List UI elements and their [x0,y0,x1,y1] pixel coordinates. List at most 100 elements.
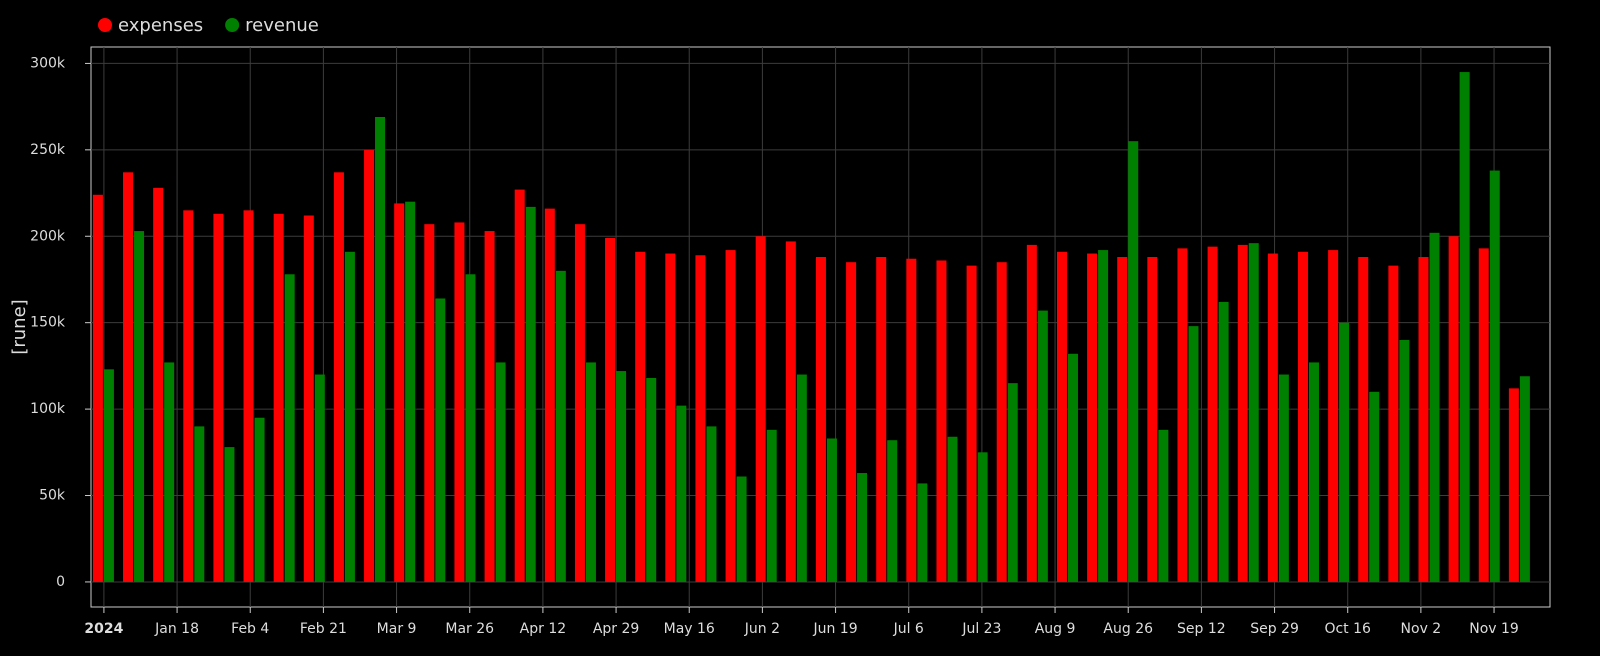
legend-marker [98,18,112,32]
bar [876,257,887,582]
x-tick-label: Aug 26 [1103,621,1153,637]
bar [284,274,295,582]
bar [1158,429,1169,582]
x-tick-label: Aug 9 [1035,621,1076,637]
bar [574,224,585,582]
bar [333,172,344,582]
bar [344,251,355,582]
bar [917,483,928,582]
bar [183,210,194,582]
bar [676,405,687,582]
bar [514,189,525,582]
x-tick-label: Mar 9 [377,621,417,637]
bar [1399,339,1410,582]
x-tick-label: Sep 29 [1250,621,1299,637]
x-tick-label: Nov 2 [1401,621,1442,637]
bar [194,426,205,582]
bar [1278,374,1289,582]
bar [616,371,627,582]
bar [484,231,495,582]
y-tick-label: 50k [39,488,66,504]
bar [1519,376,1530,582]
bar [815,257,826,582]
bar [936,260,947,582]
bar [646,377,657,582]
bar [544,208,555,582]
bar [375,117,386,582]
bar [134,231,145,582]
bar [766,429,777,582]
bar [1448,236,1459,582]
bar [1418,257,1429,582]
x-tick-label: Apr 29 [593,621,639,637]
x-tick-label: Feb 21 [300,621,347,637]
x-tick-label: May 16 [664,621,715,637]
bar [1237,244,1248,582]
bar [1489,170,1500,582]
bar [454,222,465,582]
y-tick-label: 200k [30,228,66,244]
bar [755,236,766,582]
bar [1248,243,1259,582]
bar [213,213,224,582]
bar [525,206,536,582]
x-tick-label: Oct 16 [1324,621,1371,637]
x-tick-label: Jul 6 [893,621,924,637]
bar [303,215,314,582]
legend-label: revenue [245,15,319,36]
x-tick-label: Sep 12 [1177,621,1226,637]
bar [996,262,1007,582]
bar [1037,310,1048,582]
bar [273,213,284,582]
y-tick-label: 300k [30,55,66,71]
bar [435,298,446,582]
bar [706,426,717,582]
x-tick-label: Jun 19 [812,621,857,637]
bar [364,149,375,582]
bar [424,224,435,582]
y-tick-label: 100k [30,401,66,417]
bar [635,251,646,582]
y-tick-label: 0 [56,574,65,590]
bar [966,265,977,582]
bar [1218,301,1229,582]
x-tick-label: Mar 26 [445,621,494,637]
x-tick-label: Jun 2 [744,621,780,637]
bar [1429,232,1440,582]
x-tick-label: Feb 4 [231,621,269,637]
bar [224,447,235,582]
bar [1026,244,1037,582]
plot-frame [90,46,1551,608]
bar [1147,257,1158,582]
bar [725,250,736,582]
legend-marker [225,18,240,32]
legend-label: expenses [118,15,203,36]
bar [665,253,676,582]
bar [1388,265,1399,582]
bar [1508,388,1519,582]
bar [555,270,566,582]
x-tick-label: Jul 23 [961,621,1001,637]
bar [605,237,616,582]
bar [785,241,796,582]
bar [947,436,958,582]
bar [585,362,596,582]
y-axis-label: [rune] [9,299,30,354]
bar [465,274,476,582]
x-tick-label: Jan 18 [154,621,199,637]
bar [1188,326,1199,582]
bar [1098,250,1109,582]
bar [1177,248,1188,582]
bar [1128,141,1139,582]
x-tick-label: Apr 12 [520,621,566,637]
bar [1087,253,1098,582]
bar [736,476,747,582]
bar [103,369,114,582]
bar [1297,251,1308,582]
y-tick-label: 250k [30,142,66,158]
bar [887,440,898,582]
bar [123,172,134,582]
y-tick-label: 150k [30,315,66,331]
